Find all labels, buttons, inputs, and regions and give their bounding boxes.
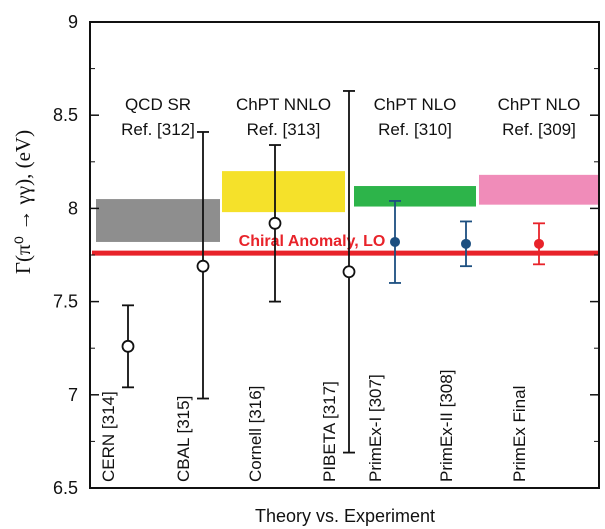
theory-band [354, 186, 476, 207]
y-tick-label: 7 [68, 385, 78, 405]
y-tick-label: 8 [68, 198, 78, 218]
data-marker [196, 259, 210, 273]
experiment-point [342, 90, 356, 454]
theory-band [222, 171, 345, 213]
experiment-label: Cornell [316] [246, 386, 265, 482]
axes: 6.5 7 7.5 8 8.5 9 [53, 12, 600, 498]
data-marker [121, 339, 135, 353]
y-tick-label: 8.5 [53, 105, 78, 125]
experiment-point [389, 200, 401, 284]
data-marker [390, 236, 400, 247]
experiment-label: PrimEx-II [308] [437, 370, 456, 482]
y-tick-label: 7.5 [53, 292, 78, 312]
data-marker [534, 238, 544, 249]
experiment-label: CBAL [315] [174, 396, 193, 482]
theory-band-label: ChPT NLO [498, 95, 581, 114]
y-axis-label: Γ(π⁰ → γγ), (eV) [11, 130, 35, 274]
theory-band [96, 199, 220, 242]
chiral-anomaly-label: Chiral Anomaly, LO [239, 233, 386, 250]
y-tick-label: 9 [68, 12, 78, 32]
y-tick-label: 6.5 [53, 478, 78, 498]
experiment-point [460, 220, 472, 268]
experiment-label: PrimEx-I [307] [366, 374, 385, 482]
theory-band [479, 174, 599, 205]
experiment-points [121, 90, 545, 454]
experiment-label: PIBETA [317] [320, 381, 339, 482]
theory-band-label: QCD SR [125, 95, 191, 114]
theory-band-ref: Ref. [309] [502, 120, 576, 139]
chart-labels: QCD SR Ref. [312] ChPT NNLO Ref. [313] ChPT … [99, 95, 580, 482]
data-marker [461, 238, 471, 249]
data-marker [268, 216, 282, 230]
theory-band-label: ChPT NLO [374, 95, 457, 114]
experiment-label: CERN [314] [99, 391, 118, 482]
data-marker [342, 265, 356, 279]
theory-band-ref: Ref. [313] [247, 120, 321, 139]
experiment-point [268, 144, 282, 303]
theory-band-ref: Ref. [312] [121, 120, 195, 139]
theory-band-label: ChPT NNLO [236, 95, 331, 114]
experiment-point [533, 222, 545, 266]
experiment-point [121, 304, 135, 389]
theory-bands [96, 171, 599, 242]
x-axis-label: Theory vs. Experiment [255, 506, 435, 526]
experiment-label: PrimEx Final [510, 386, 529, 482]
experiment-point [196, 131, 210, 400]
theory-band-ref: Ref. [310] [378, 120, 452, 139]
